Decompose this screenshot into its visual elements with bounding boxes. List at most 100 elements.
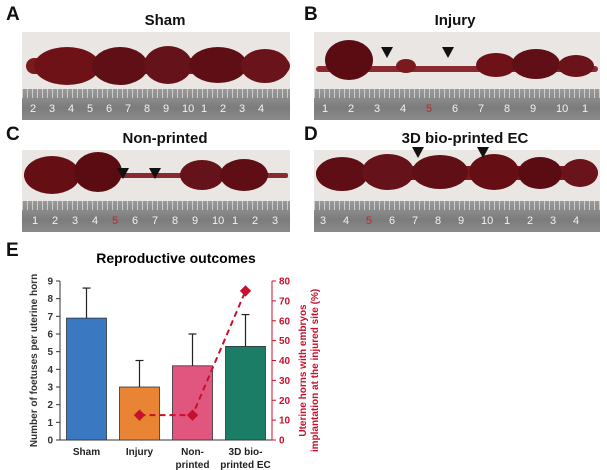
injury-site-arrow-c1	[117, 168, 129, 179]
ruler-d-number: 5	[366, 215, 373, 227]
ruler-b-number: 6	[452, 103, 459, 115]
ruler-d-number: 6	[389, 215, 396, 227]
ruler-d-number: 7	[412, 215, 419, 227]
ruler-c-number: 8	[172, 215, 179, 227]
injury-site-arrow-b1	[381, 47, 393, 58]
ruler-b-number: 1	[582, 103, 589, 115]
photo-sham-uterus: 2 3 4 5 6 7 8 9 10 1 2 3 4	[22, 32, 290, 120]
ruler-a-number: 9	[163, 103, 170, 115]
ruler-a-number: 1	[201, 103, 208, 115]
bar	[66, 317, 107, 441]
panel-letter-d: D	[304, 124, 318, 145]
ruler-b-number: 3	[374, 103, 381, 115]
y-axis-label: Number of foetuses per uterine horn	[29, 274, 40, 447]
ruler-c: 1 2 3 4 5 6 7 8 9 10 1 2 3	[22, 201, 290, 232]
ruler-c-number: 2	[52, 215, 59, 227]
panel-a-title: Sham	[144, 12, 186, 29]
implant-site-arrow-d2	[477, 147, 489, 158]
ruler-c-number: 1	[232, 215, 239, 227]
uterus-nonprinted-illustration	[24, 152, 288, 194]
ruler-d-number: 2	[527, 215, 534, 227]
ruler-a-number: 4	[258, 103, 265, 115]
x-tick-label: Sham	[73, 447, 100, 458]
panel-letter-b: B	[304, 4, 318, 25]
ruler-d: 3 4 5 6 7 8 9 10 1 2 3 4	[314, 201, 600, 232]
ruler-a-number: 3	[239, 103, 246, 115]
panel-letter-e: E	[6, 240, 19, 261]
ruler-a-number: 10	[182, 103, 195, 115]
secondary-y-tick-label: 0	[279, 436, 285, 447]
secondary-y-tick-label: 40	[279, 356, 291, 367]
secondary-y-tick-label: 30	[279, 376, 291, 387]
y-tick-label: 2	[47, 400, 53, 411]
ruler-d-number: 9	[458, 215, 465, 227]
x-tick-label: 3D bio-	[229, 447, 263, 458]
x-tick-label: printed	[176, 460, 210, 470]
ruler-a-number: 8	[144, 103, 151, 115]
y-tick-label: 7	[47, 312, 53, 323]
secondary-y-tick-label: 50	[279, 336, 291, 347]
y-tick-label: 5	[47, 347, 53, 358]
secondary-y-tick-label: 20	[279, 396, 291, 407]
ruler-c-number: 4	[92, 215, 99, 227]
ruler-d-number: 4	[573, 215, 580, 227]
y-tick-label: 3	[47, 383, 53, 394]
secondary-series-point	[133, 409, 146, 421]
ruler-c-number: 7	[152, 215, 159, 227]
ruler-b-number: 10	[556, 103, 569, 115]
ruler-c-number: 3	[72, 215, 79, 227]
ruler-c-number: 3	[272, 215, 279, 227]
reproductive-outcomes-chart: Reproductive outcomes 0 1 2 3 4 5 6 7 8 9 Number of…	[29, 250, 321, 470]
ruler-d-number: 4	[343, 215, 350, 227]
ruler-a-number: 4	[68, 103, 75, 115]
ruler-c-number: 5	[112, 215, 119, 227]
y-tick-label: 4	[47, 365, 53, 376]
ruler-b-number: 2	[348, 103, 355, 115]
ruler-a-number: 2	[220, 103, 227, 115]
x-tick-label: Non-	[181, 447, 204, 458]
panel-letter-c: C	[6, 124, 20, 145]
y-tick-label: 9	[47, 277, 53, 288]
ruler-a-number: 5	[87, 103, 94, 115]
x-tick-label: printed EC	[220, 460, 271, 470]
ruler-c-number: 2	[252, 215, 259, 227]
ruler-d-number: 3	[320, 215, 327, 227]
x-tick-label: Injury	[126, 447, 154, 458]
uterus-injury-illustration	[316, 40, 598, 80]
secondary-y-tick-label: 80	[279, 277, 291, 288]
ruler-d-number: 10	[481, 215, 494, 227]
secondary-y-tick-label: 10	[279, 416, 291, 427]
injury-site-arrow-b2	[442, 47, 454, 58]
ruler-a-number: 2	[30, 103, 37, 115]
ruler-b-number: 4	[400, 103, 407, 115]
ruler-d-number: 1	[504, 215, 511, 227]
ruler-a-number: 7	[125, 103, 132, 115]
panel-d-title: 3D bio-printed EC	[401, 130, 529, 147]
ruler-b-number: 1	[322, 103, 329, 115]
implant-site-arrow-d1	[412, 147, 424, 158]
uterus-bioprinted-illustration	[316, 154, 598, 191]
y-tick-label: 0	[47, 436, 53, 447]
secondary-series-point	[239, 285, 252, 297]
panel-c-title: Non-printed	[122, 130, 208, 147]
ruler-b-number: 5	[426, 103, 433, 115]
panel-b-title: Injury	[434, 12, 476, 29]
secondary-y-axis-label: implantation at the injured site (%)	[310, 289, 321, 452]
photo-nonprinted-uterus: 1 2 3 4 5 6 7 8 9 10 1 2 3	[22, 150, 290, 232]
ruler-d-number: 8	[435, 215, 442, 227]
ruler-b-number: 7	[478, 103, 485, 115]
bar	[225, 345, 266, 441]
ruler-d-number: 3	[550, 215, 557, 227]
y-tick-label: 1	[47, 418, 53, 429]
ruler-b-number: 9	[530, 103, 537, 115]
ruler-a-number: 3	[49, 103, 56, 115]
chart-title: Reproductive outcomes	[96, 250, 256, 266]
secondary-y-tick-label: 60	[279, 316, 291, 327]
y-tick-label: 8	[47, 294, 53, 305]
photo-bioprinted-uterus: 3 4 5 6 7 8 9 10 1 2 3 4	[314, 150, 600, 232]
bar	[172, 365, 213, 441]
panel-letter-a: A	[6, 4, 20, 25]
photo-injury-uterus: 1 2 3 4 5 6 7 8 9 10 1	[314, 32, 600, 120]
secondary-y-tick-label: 70	[279, 296, 291, 307]
ruler-c-number: 9	[192, 215, 199, 227]
